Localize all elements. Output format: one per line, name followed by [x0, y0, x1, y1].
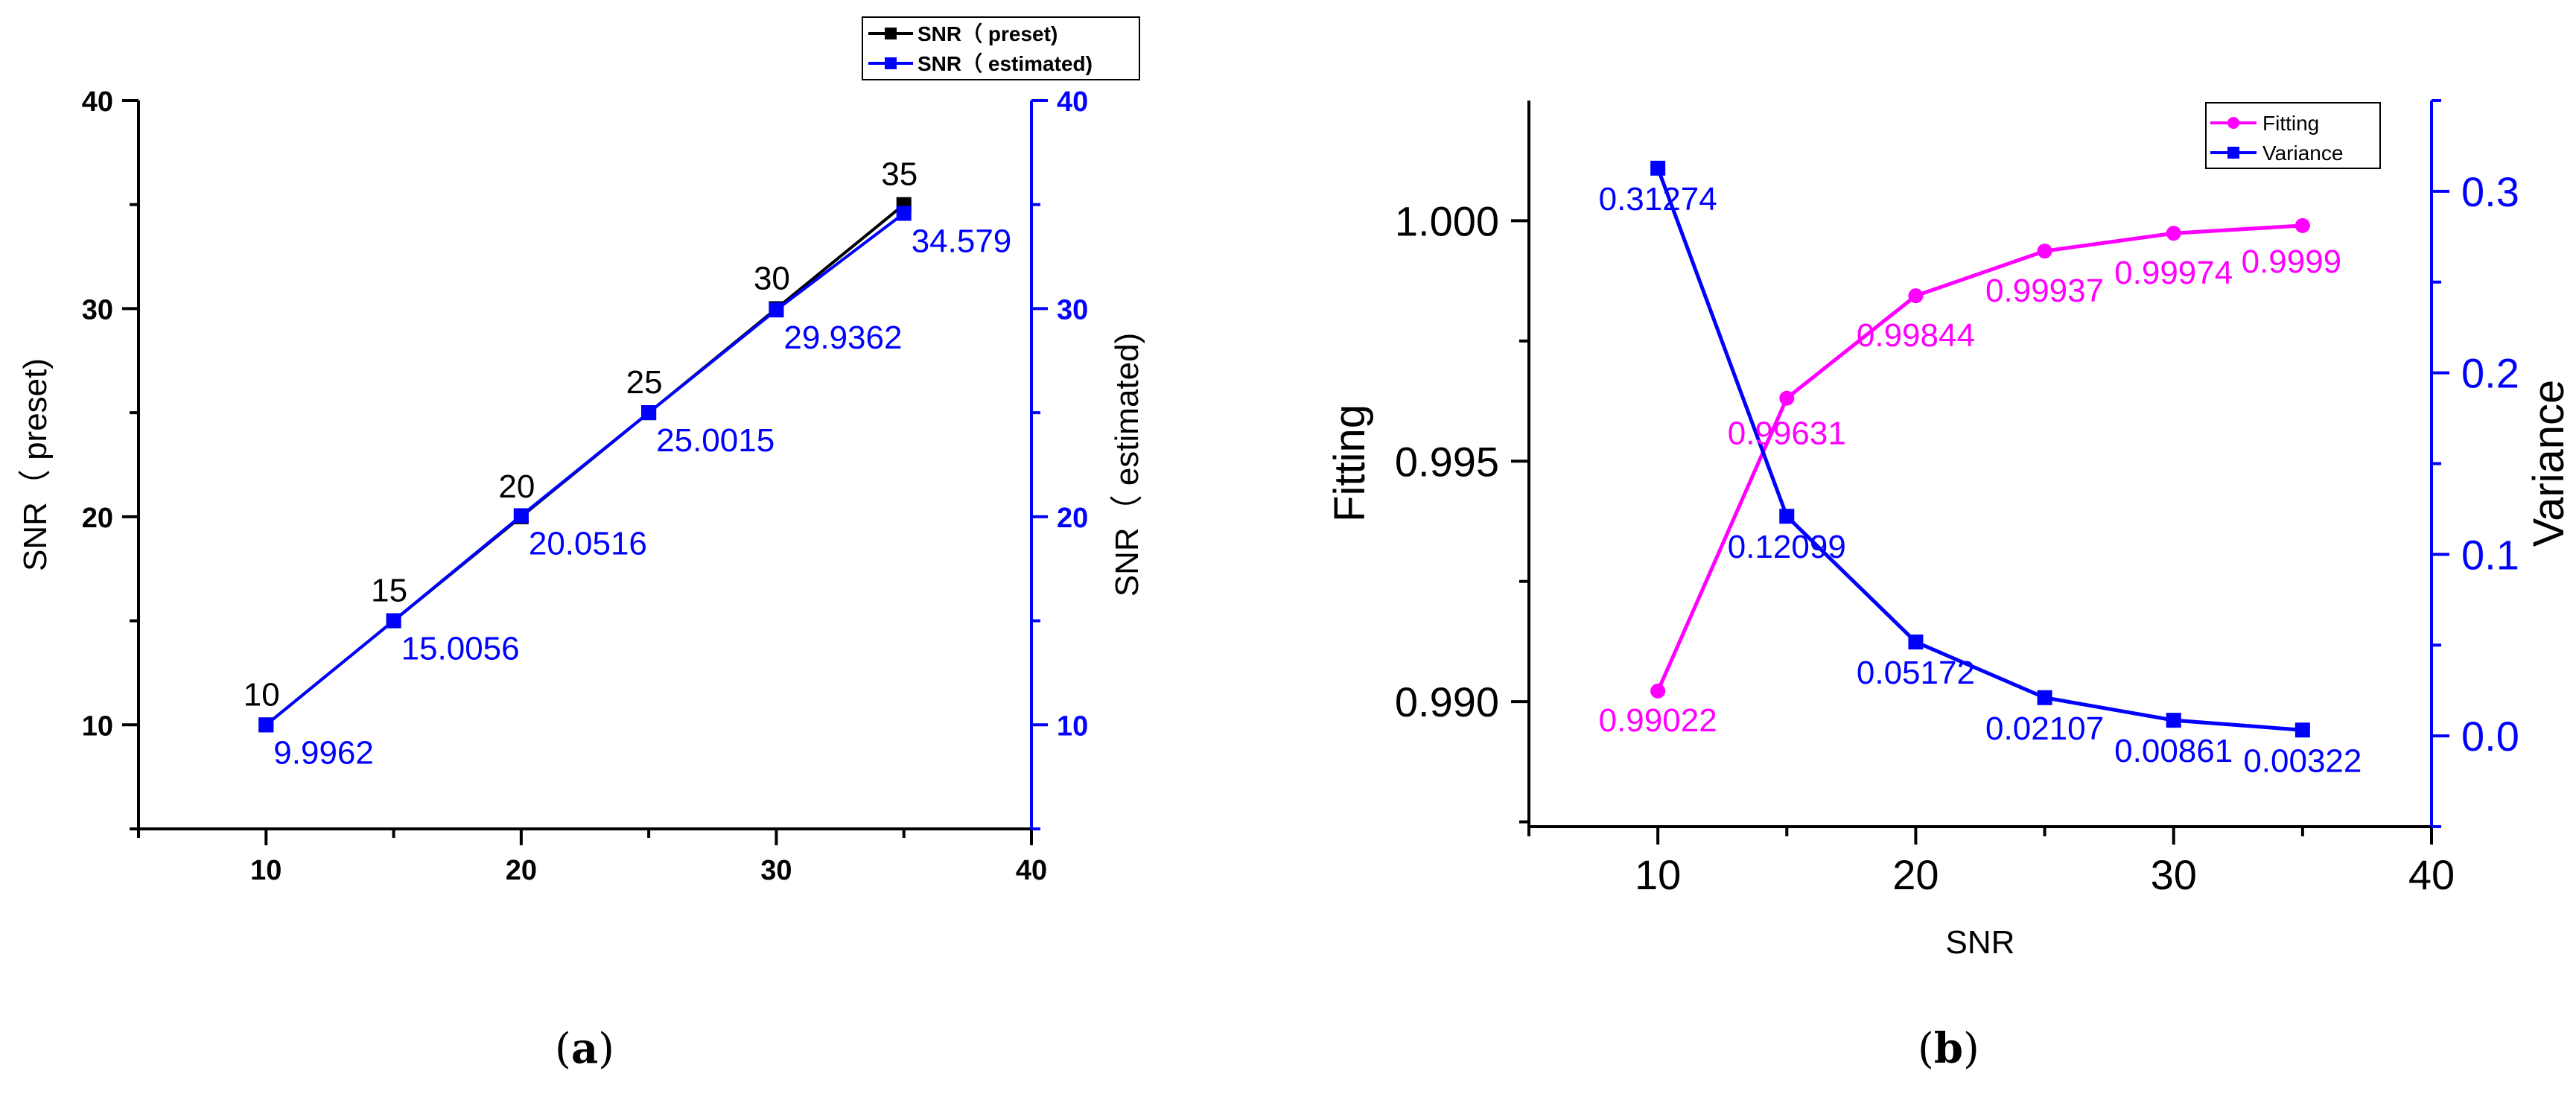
- data-label: 10: [244, 676, 280, 713]
- data-point: [1650, 683, 1666, 699]
- y-right-axis-title: Variance: [2525, 380, 2573, 547]
- y-tick-label: 20: [82, 503, 113, 534]
- x-tick-label: 20: [506, 855, 537, 886]
- legend-marker: [885, 57, 897, 69]
- y-tick-label: 0.990: [1395, 678, 1499, 725]
- data-point: [2037, 244, 2052, 259]
- x-tick-label: 40: [2408, 851, 2455, 898]
- chart-b: 10 20 30 40 0.990 0.995 1.000 0.0 0.1 0.2 0.3 SNR Fi…: [1326, 99, 2573, 961]
- data-label: 0.99937: [1985, 273, 2104, 309]
- y-right-tick-label: 0.0: [2461, 713, 2519, 760]
- legend: Fitting Variance: [2205, 102, 2381, 169]
- y-right-tick-label: 10: [1057, 710, 1088, 742]
- legend-label: SNR（ preset): [917, 22, 1058, 45]
- data-point: [2166, 226, 2181, 241]
- data-label: 25: [626, 364, 663, 401]
- data-point: [386, 613, 401, 629]
- x-tick-label: 20: [1892, 851, 1939, 898]
- data-label: 30: [754, 260, 790, 296]
- data-label: 0.02107: [1985, 710, 2104, 747]
- data-label: 35: [881, 156, 917, 193]
- data-point: [2294, 722, 2310, 738]
- legend-marker: [2227, 147, 2239, 159]
- data-point: [2166, 713, 2181, 728]
- series-line: [1656, 223, 2303, 692]
- legend-label: Fitting: [2262, 112, 2319, 135]
- data-label: 9.9962: [273, 734, 374, 771]
- data-point: [1779, 509, 1795, 524]
- data-label: 0.00322: [2243, 743, 2362, 779]
- x-tick-label: 30: [760, 855, 792, 886]
- data-label: 15: [371, 573, 407, 609]
- x-axis-title: SNR: [1946, 924, 2015, 961]
- data-label: 34.579: [912, 223, 1012, 259]
- y-right-tick-label: 20: [1057, 503, 1088, 534]
- y-right-tick-label: 0.3: [2461, 168, 2519, 215]
- panel-a-letter: a: [570, 1024, 599, 1073]
- data-label: 0.9999: [2242, 244, 2342, 280]
- y-right-axis-title: SNR（ estimated): [1109, 333, 1145, 597]
- y-tick-label: 10: [82, 710, 113, 742]
- panel-a-caption: (a): [555, 1024, 615, 1073]
- y-tick-label: 30: [82, 294, 113, 325]
- data-label: 0.99631: [1728, 416, 1846, 452]
- x-tick-label: 30: [2151, 851, 2197, 898]
- x-tick-label: 40: [1016, 855, 1047, 886]
- y-tick-label: 40: [82, 86, 113, 118]
- data-label: 25.0015: [656, 422, 775, 459]
- data-label: 15.0056: [401, 630, 520, 667]
- legend: SNR（ preset) SNR（ estimated): [862, 16, 1140, 80]
- data-label: 0.31274: [1599, 181, 1717, 217]
- data-label: 0.05172: [1857, 655, 1975, 691]
- data-point: [2294, 217, 2310, 233]
- y-axis-title: Fitting: [1326, 404, 1374, 522]
- panel-b-letter: b: [1933, 1024, 1964, 1073]
- data-point: [513, 508, 529, 524]
- data-label: 20.0516: [529, 525, 647, 562]
- data-point: [641, 405, 657, 421]
- data-label: 0.99844: [1857, 317, 1975, 354]
- legend-box: [862, 16, 1140, 80]
- y-tick-label: 0.995: [1395, 438, 1499, 485]
- series-line: [1656, 167, 2303, 732]
- series-line: [265, 212, 905, 726]
- data-point: [1908, 288, 1924, 304]
- legend-marker: [2227, 117, 2239, 129]
- legend-label: Variance: [2262, 142, 2343, 165]
- y-axis-title: SNR（ preset): [17, 358, 54, 571]
- data-label: 0.99022: [1599, 702, 1717, 739]
- data-label: 20: [498, 468, 535, 505]
- x-tick-label: 10: [1635, 851, 1681, 898]
- panel-b-caption: (b): [1918, 1024, 1979, 1073]
- data-point: [2037, 690, 2052, 705]
- x-tick-label: 10: [250, 855, 282, 886]
- y-right-tick-label: 30: [1057, 294, 1088, 325]
- y-right-tick-label: 0.1: [2461, 531, 2519, 578]
- legend-marker: [885, 28, 897, 39]
- data-label: 0.00861: [2114, 733, 2233, 769]
- y-tick-label: 1.000: [1395, 197, 1499, 244]
- y-right-tick-label: 40: [1057, 86, 1088, 118]
- data-point: [1908, 635, 1924, 650]
- data-point: [1779, 390, 1795, 406]
- data-point: [896, 206, 912, 221]
- data-label: 0.99974: [2114, 255, 2233, 291]
- data-point: [258, 717, 274, 733]
- data-point: [1650, 160, 1666, 176]
- data-point: [769, 302, 784, 318]
- legend-label: SNR（ estimated): [917, 51, 1093, 75]
- data-label: 29.9362: [783, 319, 902, 356]
- y-right-tick-label: 0.2: [2461, 350, 2519, 397]
- data-label: 0.12099: [1728, 529, 1846, 565]
